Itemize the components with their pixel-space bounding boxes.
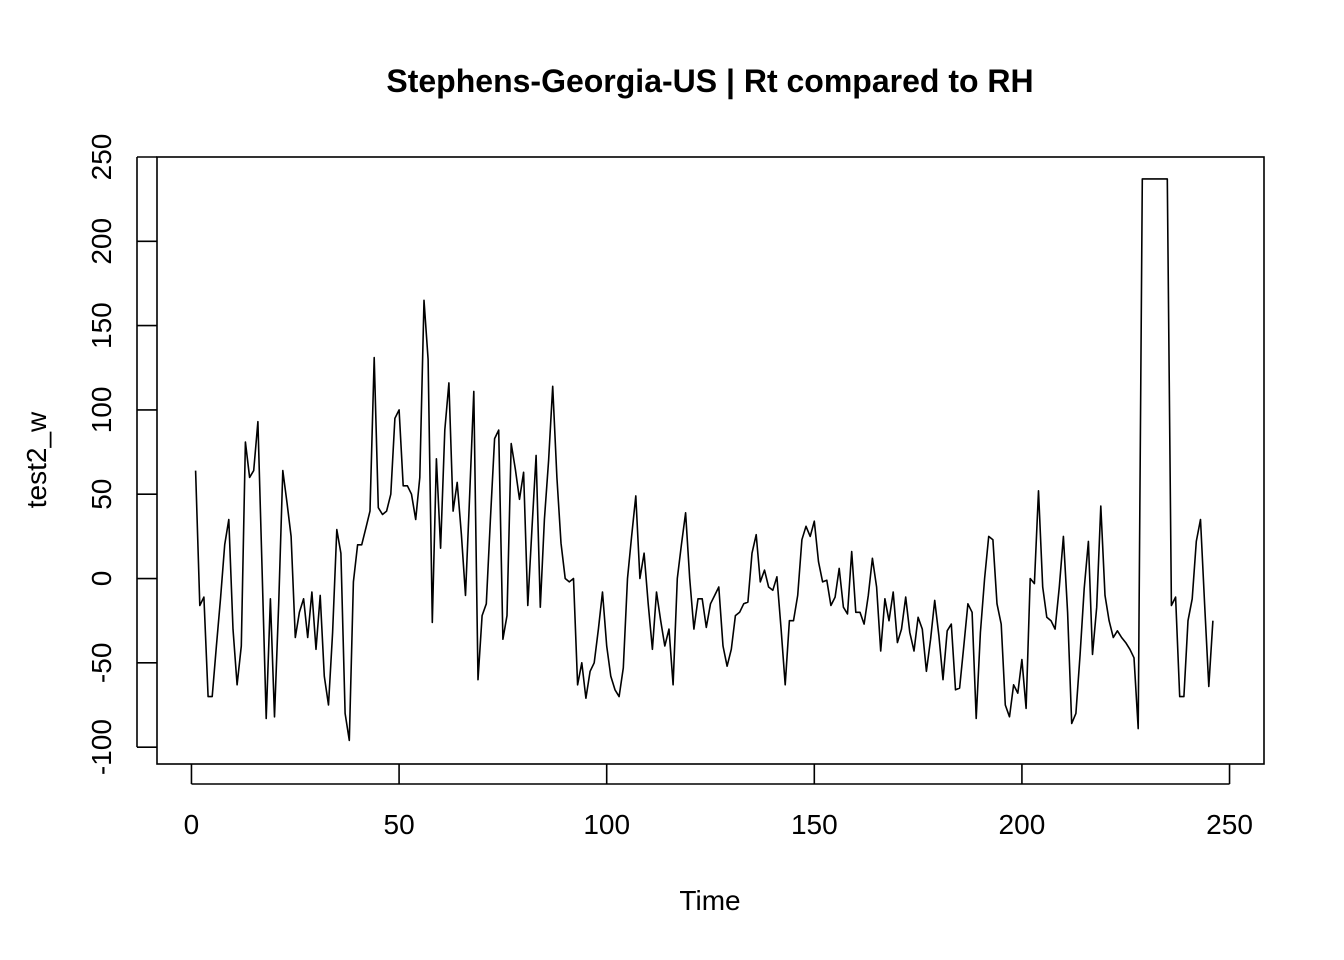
y-axis: -100 -50 0 50 100 150 200 250 [86,134,157,776]
x-tick-label: 0 [184,809,200,840]
x-axis: 0 50 100 150 200 250 [184,764,1253,840]
x-tick-label: 250 [1206,809,1253,840]
chart-title: Stephens-Georgia-US | Rt compared to RH [386,63,1033,99]
y-tick-label: -50 [86,643,117,683]
y-tick-label: -100 [86,719,117,775]
y-tick-label: 0 [86,571,117,587]
plot-frame [157,157,1264,764]
y-axis-label: test2_w [21,411,52,508]
series-line [196,179,1213,741]
y-tick-label: 200 [86,218,117,265]
x-tick-label: 100 [583,809,630,840]
y-tick-label: 250 [86,134,117,181]
x-tick-label: 150 [791,809,838,840]
x-tick-label: 200 [999,809,1046,840]
x-axis-label: Time [679,885,740,916]
y-tick-label: 100 [86,387,117,434]
y-tick-label: 50 [86,479,117,510]
x-tick-label: 50 [384,809,415,840]
y-tick-label: 150 [86,302,117,349]
